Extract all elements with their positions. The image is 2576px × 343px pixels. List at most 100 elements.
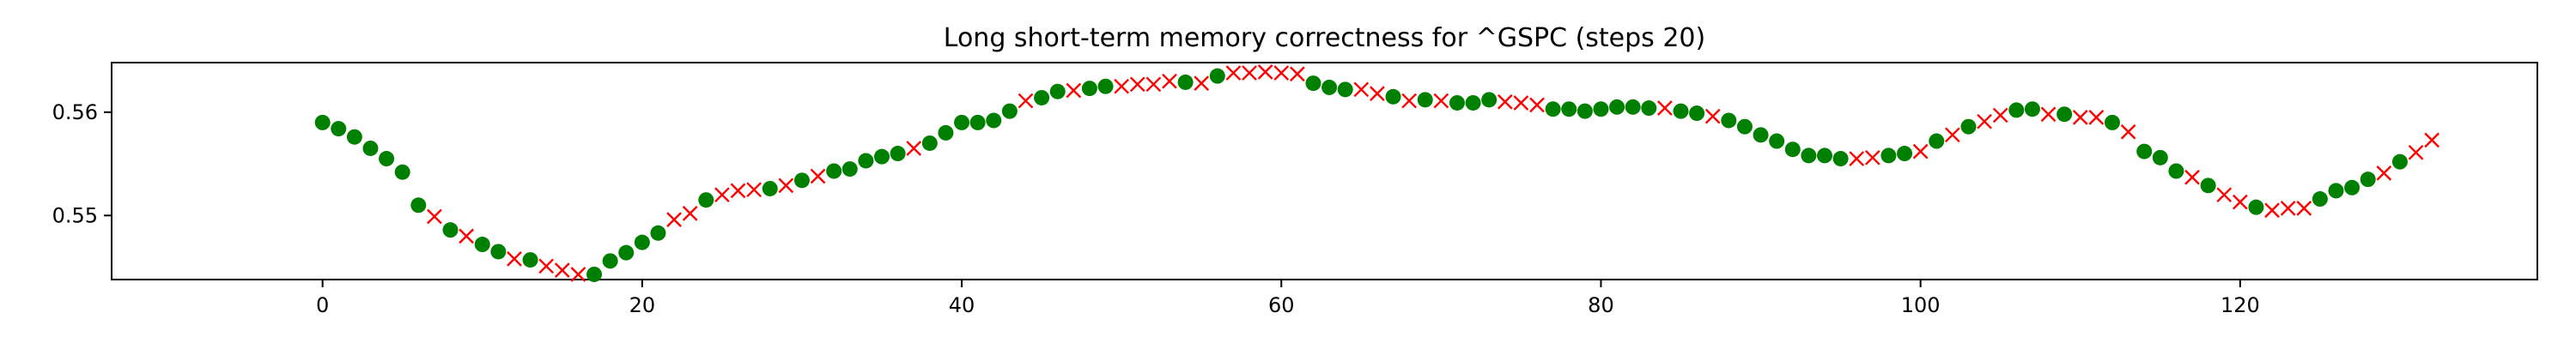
correct-point	[1769, 133, 1785, 149]
correct-point	[1897, 146, 1913, 162]
incorrect-point	[2280, 201, 2296, 216]
incorrect-point	[2408, 144, 2424, 160]
correct-point	[1081, 81, 1097, 97]
x-tick-label: 20	[629, 293, 656, 317]
x-tick-label: 40	[949, 293, 975, 317]
correct-point	[1625, 99, 1641, 115]
correct-point	[362, 140, 379, 156]
incorrect-point	[1066, 82, 1082, 99]
correct-point	[1481, 92, 1498, 108]
incorrect-point	[570, 267, 586, 282]
incorrect-point	[1992, 107, 2008, 123]
incorrect-point	[2088, 110, 2105, 125]
correct-point	[1929, 133, 1945, 149]
data-points	[314, 63, 2440, 282]
correct-point	[1545, 101, 1561, 117]
correct-point	[858, 153, 874, 169]
correct-point	[2024, 101, 2040, 117]
correct-point	[1097, 78, 1114, 94]
correct-point	[2200, 178, 2216, 194]
incorrect-point	[1912, 143, 1929, 159]
incorrect-point	[714, 187, 730, 203]
incorrect-point	[730, 183, 746, 199]
x-tick-label: 80	[1588, 293, 1614, 317]
correct-point	[2152, 149, 2168, 165]
correct-point	[890, 146, 906, 162]
incorrect-point	[666, 212, 682, 227]
correct-point	[1609, 99, 1625, 115]
correct-point	[2168, 163, 2184, 179]
incorrect-point	[1977, 113, 1992, 129]
incorrect-point	[2072, 110, 2088, 125]
incorrect-point	[507, 251, 522, 267]
incorrect-point	[1529, 97, 1545, 113]
correct-point	[474, 237, 490, 253]
correct-point	[634, 234, 650, 250]
incorrect-point	[2233, 194, 2248, 210]
incorrect-point	[746, 182, 762, 198]
correct-point	[1337, 81, 1353, 98]
correct-point	[1465, 94, 1481, 111]
chart-title: Long short-term memory correctness for ^…	[944, 23, 1705, 53]
incorrect-point	[1018, 93, 1034, 109]
incorrect-point	[1497, 93, 1513, 110]
correct-point	[874, 148, 890, 165]
incorrect-point	[906, 141, 922, 156]
correct-point	[346, 129, 362, 145]
incorrect-point	[1225, 65, 1242, 81]
correct-point	[1880, 147, 1897, 164]
x-tick-label: 60	[1268, 293, 1295, 317]
correct-point	[1721, 112, 1737, 129]
correct-point	[841, 161, 858, 178]
correct-point	[1449, 94, 1465, 111]
correct-point	[2008, 102, 2025, 118]
incorrect-point	[1114, 78, 1130, 94]
incorrect-point	[538, 258, 555, 274]
correct-point	[1816, 147, 1832, 164]
incorrect-point	[1145, 76, 1162, 93]
y-axis: 0.55 0.56	[52, 100, 112, 227]
incorrect-point	[2376, 165, 2392, 181]
incorrect-point	[1290, 66, 1305, 82]
incorrect-point	[1273, 65, 1290, 81]
correct-point	[2312, 191, 2328, 208]
incorrect-point	[1242, 65, 1257, 81]
plot-frame	[111, 62, 2538, 280]
correct-point	[2360, 172, 2376, 188]
correct-point	[921, 135, 938, 151]
correct-point	[698, 192, 714, 208]
correct-point	[2136, 143, 2153, 159]
incorrect-point	[1401, 93, 1417, 109]
incorrect-point	[1945, 127, 1960, 143]
correct-point	[1209, 68, 1225, 84]
correct-point	[1417, 92, 1433, 108]
correct-point	[1801, 147, 1817, 164]
correct-point	[1736, 118, 1753, 135]
x-tick-label: 120	[2221, 293, 2260, 317]
correct-point	[379, 151, 395, 167]
incorrect-point	[1864, 149, 1880, 165]
x-tick-label: 0	[316, 293, 329, 317]
incorrect-point	[459, 228, 474, 244]
incorrect-point	[1353, 81, 1370, 98]
correct-point	[618, 244, 635, 261]
incorrect-point	[2264, 202, 2280, 219]
correct-point	[1177, 74, 1194, 90]
correct-point	[826, 163, 842, 179]
correct-point	[1577, 103, 1593, 119]
correct-point	[2391, 153, 2408, 170]
correct-point	[1593, 101, 1609, 117]
incorrect-point	[2120, 123, 2136, 140]
incorrect-point	[1513, 95, 1529, 111]
correct-point	[331, 121, 347, 137]
incorrect-point	[682, 206, 698, 221]
y-tick-label: 0.56	[52, 100, 98, 124]
incorrect-point	[2296, 201, 2312, 216]
correct-point	[1001, 103, 1018, 119]
incorrect-point	[1433, 93, 1449, 109]
incorrect-point	[1849, 151, 1865, 166]
incorrect-point	[1704, 108, 1721, 124]
correct-point	[490, 244, 507, 260]
correct-point	[394, 164, 410, 180]
